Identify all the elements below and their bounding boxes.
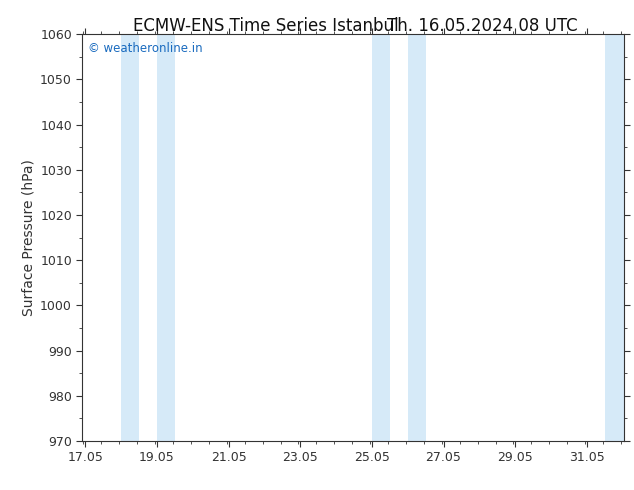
Bar [605,34,624,441]
Bar [157,34,175,441]
Text: ECMW-ENS Time Series Istanbul: ECMW-ENS Time Series Istanbul [134,17,399,35]
Y-axis label: Surface Pressure (hPa): Surface Pressure (hPa) [22,159,36,316]
Text: © weatheronline.in: © weatheronline.in [88,43,202,55]
Bar [372,34,390,441]
Bar [121,34,139,441]
Text: Th. 16.05.2024 08 UTC: Th. 16.05.2024 08 UTC [387,17,577,35]
Bar [408,34,425,441]
